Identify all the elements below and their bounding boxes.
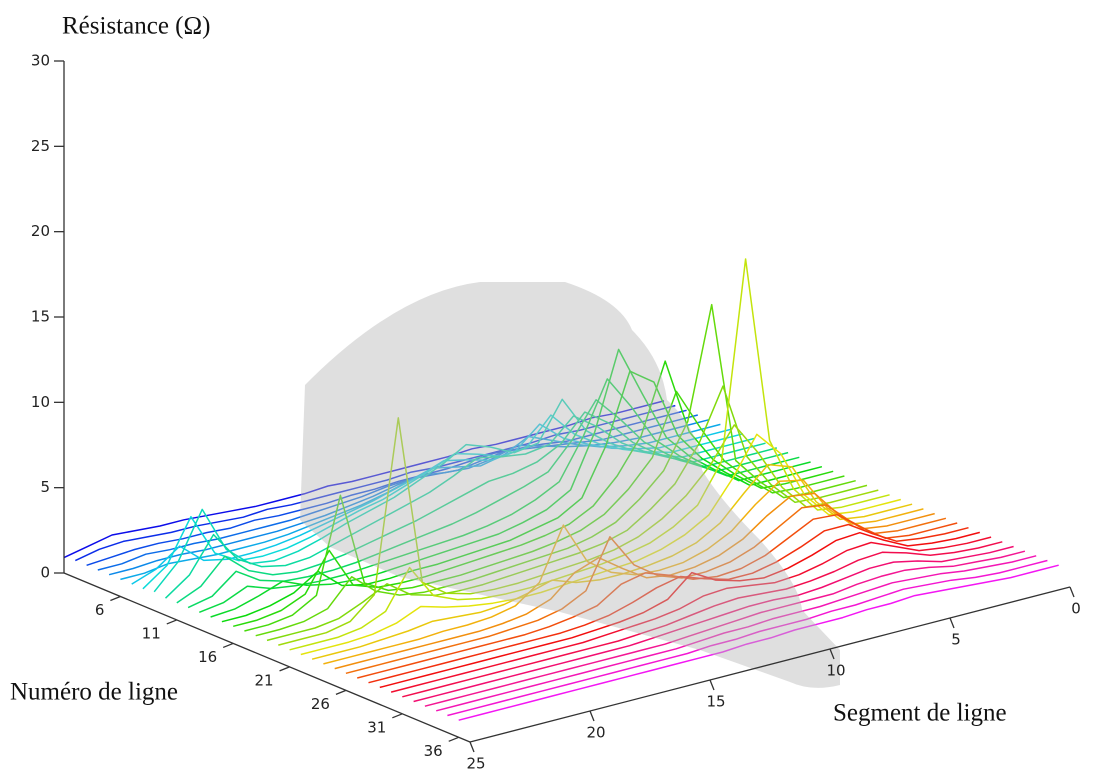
- series-line: [436, 555, 1037, 712]
- y-tick: [166, 619, 178, 625]
- y-tick-label: 36: [424, 742, 443, 760]
- z-tick-label: 30: [31, 52, 50, 70]
- z-axis-label: Résistance (Ω): [62, 13, 210, 40]
- series-line: [447, 559, 1048, 717]
- x-tick-label: 25: [466, 755, 485, 773]
- series-line: [244, 390, 845, 632]
- series-line: [368, 523, 969, 684]
- series-layer: [63, 258, 1059, 721]
- series-line: [345, 504, 947, 675]
- series-line: [300, 433, 901, 656]
- x-axis-label: Segment de ligne: [833, 700, 1007, 727]
- z-tick-label: 10: [31, 393, 50, 411]
- z-tick-label: 15: [31, 308, 50, 326]
- series-line: [86, 409, 687, 567]
- series-line: [390, 536, 992, 693]
- series-line: [458, 564, 1059, 721]
- x-tick-label: 20: [586, 724, 605, 742]
- series-line: [255, 303, 856, 637]
- x-tick: [469, 741, 475, 753]
- y-tick-label: 16: [198, 648, 217, 666]
- x-axis: [469, 586, 1071, 743]
- y-tick: [448, 736, 459, 742]
- x-tick: [1069, 586, 1075, 598]
- y-tick: [110, 595, 121, 602]
- y-tick: [279, 666, 290, 672]
- series-line: [402, 541, 1003, 698]
- y-tick-label: 11: [142, 624, 161, 642]
- y-tick-label: 31: [367, 718, 386, 736]
- y-tick-label: 21: [254, 671, 273, 689]
- x-tick-label: 10: [826, 662, 845, 680]
- translucent-shape: [300, 282, 840, 688]
- x-tick: [829, 648, 835, 660]
- axes-layer: 0 5 10 15 20 25 30 6 11 16 21 26 31 36 0 5 10 15 20 25: [31, 52, 1081, 773]
- series-line: [424, 550, 1026, 707]
- series-line: [379, 531, 980, 689]
- series-line: [233, 360, 834, 628]
- series-line: [357, 513, 958, 679]
- series-line: [413, 545, 1014, 703]
- y-tick-label: 6: [95, 601, 105, 619]
- series-line: [97, 414, 698, 571]
- z-tick-label: 5: [40, 478, 50, 496]
- z-tick-label: 20: [31, 222, 50, 240]
- z-tick-label: 0: [40, 564, 50, 582]
- series-line: [311, 463, 913, 660]
- y-tick: [335, 689, 347, 695]
- series-line: [323, 479, 924, 665]
- y-tick-label: 26: [311, 695, 330, 713]
- y-tick: [222, 642, 234, 649]
- series-line: [176, 411, 777, 604]
- y-axis-label: Numéro de ligne: [10, 679, 178, 706]
- series-line: [199, 378, 800, 613]
- z-tick-label: 25: [31, 137, 50, 155]
- x-tick: [589, 710, 595, 722]
- x-tick-label: 5: [951, 631, 961, 649]
- x-tick: [709, 679, 715, 691]
- y-tick: [392, 713, 403, 719]
- series-line: [74, 404, 676, 562]
- x-tick: [949, 617, 955, 629]
- x-tick-label: 0: [1071, 600, 1081, 618]
- series-line: [266, 385, 868, 642]
- x-tick-label: 15: [706, 693, 725, 711]
